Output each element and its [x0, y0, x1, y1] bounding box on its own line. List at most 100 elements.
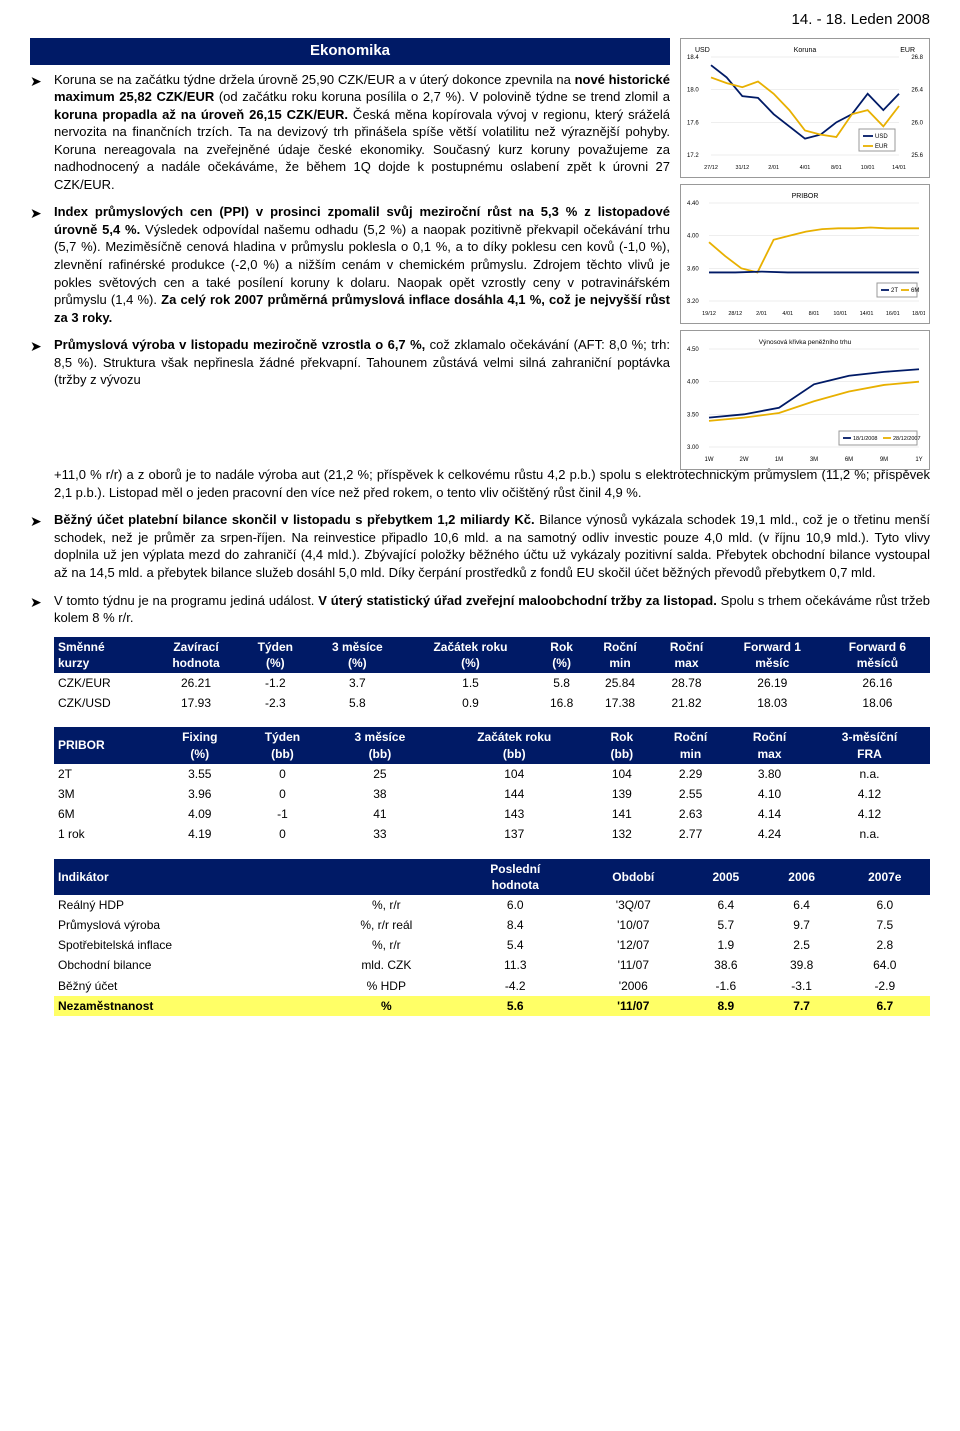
svg-text:18.0: 18.0 [687, 88, 699, 94]
pribor-table: PRIBORFixing(%)Týden(bb)3 měsíce(bb)Začá… [54, 727, 930, 844]
cell: 1.9 [688, 935, 764, 955]
svg-text:9M: 9M [880, 457, 888, 463]
col-header: 3 měsíce(%) [310, 637, 404, 673]
cell: %, r/r [321, 935, 452, 955]
svg-text:6M: 6M [845, 457, 853, 463]
cell: % HDP [321, 976, 452, 996]
cell: 41 [324, 804, 436, 824]
svg-text:17.6: 17.6 [687, 121, 699, 127]
cell: 5.6 [452, 996, 579, 1016]
cell: 18.06 [825, 693, 930, 713]
table-row: Průmyslová výroba%, r/r reál8.4'10/075.7… [54, 915, 930, 935]
bullet-arrow: ➤ [30, 336, 54, 389]
section-title: Ekonomika [30, 38, 670, 64]
bullet: ➤V tomto týdnu je na programu jediná udá… [30, 592, 930, 627]
svg-text:19/12: 19/12 [702, 311, 716, 317]
svg-text:1Y: 1Y [915, 457, 922, 463]
cell: 26.21 [152, 673, 241, 693]
cell: 5.4 [452, 935, 579, 955]
svg-text:2T: 2T [891, 288, 898, 294]
cell: -1.2 [240, 673, 310, 693]
bullet-arrow: ➤ [30, 592, 54, 627]
cell: 141 [593, 804, 652, 824]
cell: 0 [241, 824, 324, 844]
cell: 6M [54, 804, 158, 824]
cell: 4.12 [809, 784, 930, 804]
cell: 8.9 [688, 996, 764, 1016]
cell: 18.03 [720, 693, 825, 713]
cell: 0 [241, 784, 324, 804]
cell: 2.63 [651, 804, 730, 824]
cell: 4.14 [730, 804, 809, 824]
cell: 5.7 [688, 915, 764, 935]
cell: 2.5 [764, 935, 840, 955]
svg-text:25.6: 25.6 [911, 153, 923, 159]
fx-table: SměnnékurzyZavíracíhodnotaTýden(%)3 měsí… [54, 637, 930, 714]
svg-text:28/12/2007: 28/12/2007 [893, 436, 921, 442]
svg-text:18/1/2008: 18/1/2008 [853, 436, 877, 442]
table-row: Reálný HDP%, r/r6.0'3Q/076.46.46.0 [54, 895, 930, 915]
cell: 7.5 [840, 915, 930, 935]
table-row: Nezaměstnanost%5.6'11/078.97.76.7 [54, 996, 930, 1016]
cell: 4.09 [158, 804, 241, 824]
cell: 144 [436, 784, 593, 804]
cell: 3.96 [158, 784, 241, 804]
cell: -3.1 [764, 976, 840, 996]
bullet-arrow: ➤ [30, 203, 54, 326]
svg-text:4.40: 4.40 [687, 201, 699, 207]
svg-text:14/01: 14/01 [860, 311, 874, 317]
svg-text:4/01: 4/01 [782, 311, 793, 317]
cell: Běžný účet [54, 976, 321, 996]
col-header: Ročnímin [587, 637, 653, 673]
cell: 25 [324, 764, 436, 784]
bullet: ➤Běžný účet platební bilance skončil v l… [30, 511, 930, 581]
cell: 2.8 [840, 935, 930, 955]
bullet-text: Běžný účet platební bilance skončil v li… [54, 511, 930, 581]
cell: n.a. [809, 764, 930, 784]
cell: 132 [593, 824, 652, 844]
cell: 17.93 [152, 693, 241, 713]
col-header: Fixing(%) [158, 727, 241, 763]
col-header: Rok(%) [536, 637, 586, 673]
col-header: Indikátor [54, 859, 321, 895]
bullet-text: Průmyslová výroba v listopadu meziročně … [54, 336, 670, 389]
cell: 3.80 [730, 764, 809, 784]
cell: -2.3 [240, 693, 310, 713]
svg-text:4.50: 4.50 [687, 347, 699, 353]
col-header: Rok(bb) [593, 727, 652, 763]
svg-text:16/01: 16/01 [886, 311, 900, 317]
cell: CZK/EUR [54, 673, 152, 693]
cell: 3.55 [158, 764, 241, 784]
cell: 4.24 [730, 824, 809, 844]
cell: mld. CZK [321, 955, 452, 975]
cell: '11/07 [579, 955, 688, 975]
cell: 139 [593, 784, 652, 804]
chart-yieldcurve: Výnosová křivka peněžního trhu3.003.504.… [680, 330, 930, 470]
svg-text:6M: 6M [911, 288, 919, 294]
cell: Spotřebitelská inflace [54, 935, 321, 955]
bullet-arrow: ➤ [30, 511, 54, 581]
cell: 28.78 [653, 673, 719, 693]
svg-text:2/01: 2/01 [756, 311, 767, 317]
svg-text:USD: USD [875, 134, 888, 140]
col-header: Týden(%) [240, 637, 310, 673]
svg-text:27/12: 27/12 [704, 165, 718, 171]
svg-text:26.8: 26.8 [911, 55, 923, 61]
indicator-table: IndikátorPosledníhodnotaObdobí2005200620… [54, 859, 930, 1017]
svg-text:28/12: 28/12 [728, 311, 742, 317]
cell: 8.4 [452, 915, 579, 935]
cell: '11/07 [579, 996, 688, 1016]
svg-text:26.0: 26.0 [911, 121, 923, 127]
svg-text:3.00: 3.00 [687, 445, 699, 451]
cell: 2T [54, 764, 158, 784]
cell: 0.9 [405, 693, 537, 713]
svg-text:3.50: 3.50 [687, 413, 699, 419]
svg-text:10/01: 10/01 [861, 165, 875, 171]
chart-pribor: PRIBOR3.203.604.004.4019/1228/122/014/01… [680, 184, 930, 324]
col-header: Forward 1měsíc [720, 637, 825, 673]
cell: 17.38 [587, 693, 653, 713]
col-header: Směnnékurzy [54, 637, 152, 673]
table-row: Obchodní bilancemld. CZK11.3'11/0738.639… [54, 955, 930, 975]
cell: 143 [436, 804, 593, 824]
svg-text:3M: 3M [810, 457, 818, 463]
